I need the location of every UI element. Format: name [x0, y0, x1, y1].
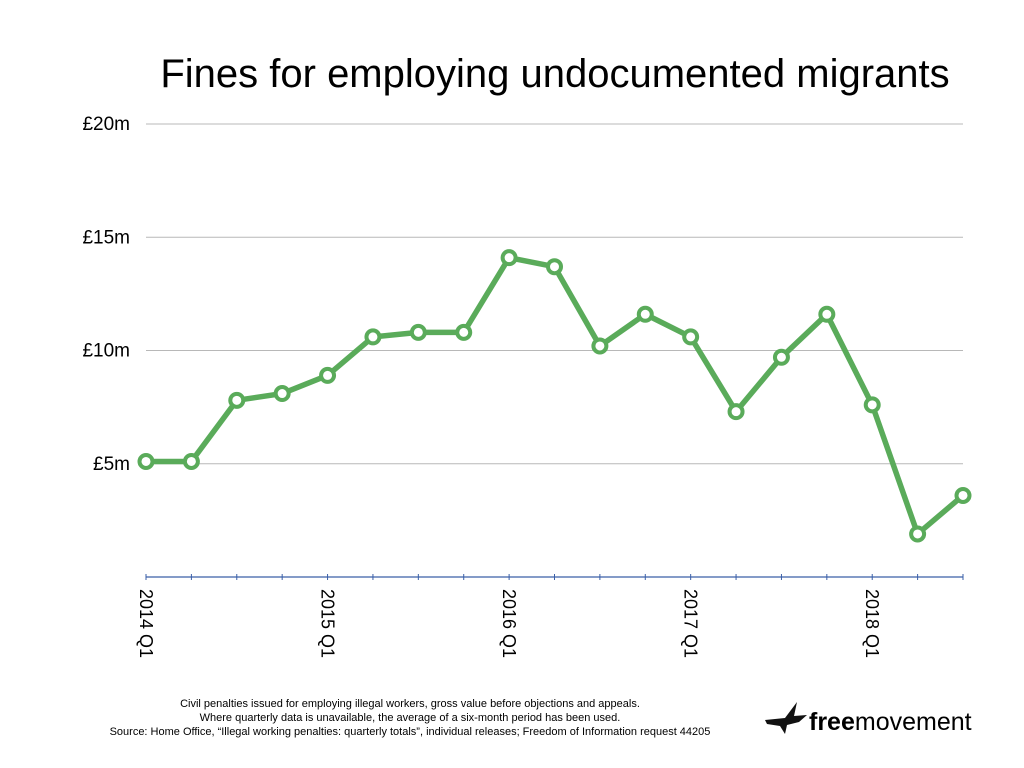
data-point: [364, 328, 382, 346]
x-tick-label: 2014 Q1: [136, 589, 156, 658]
data-point: [727, 403, 745, 421]
data-point: [137, 452, 155, 470]
data-point: [682, 328, 700, 346]
data-point: [909, 525, 927, 543]
data-point: [546, 258, 563, 276]
footnote-line-1: Civil penalties issued for employing ill…: [180, 698, 640, 710]
logo-bold-text: free: [809, 708, 855, 736]
y-tick-labels: £5m £10m £15m £20m: [82, 114, 130, 475]
x-tick-label: 2017 Q1: [681, 589, 701, 658]
data-point: [954, 486, 972, 504]
data-point: [772, 348, 790, 366]
x-tick-label: 2016 Q1: [499, 589, 519, 658]
y-tick-label: £10m: [82, 341, 130, 362]
data-point: [818, 305, 836, 323]
data-point: [273, 385, 291, 403]
data-point: [455, 323, 473, 341]
freemovement-logo: freemovement: [763, 698, 983, 742]
data-point: [228, 391, 246, 409]
logo-wordmark: freemovement: [809, 708, 972, 737]
bird-icon: [765, 702, 807, 734]
series-line: [143, 254, 966, 537]
y-tick-label: £20m: [82, 114, 130, 135]
footnote-source: Source: Home Office, “Illegal working pe…: [109, 726, 711, 738]
data-points: [137, 249, 972, 543]
chart-title: Fines for employing undocumented migrant…: [160, 52, 950, 96]
y-tick-label: £5m: [93, 454, 130, 475]
gridlines: [146, 123, 963, 465]
data-point: [409, 323, 427, 341]
data-point: [863, 396, 881, 414]
data-point: [182, 452, 200, 470]
data-point: [636, 305, 654, 323]
logo-regular-text: movement: [854, 708, 972, 736]
data-point: [500, 249, 518, 267]
y-tick-label: £15m: [82, 227, 130, 248]
x-tick-labels: 2014 Q1 2015 Q1 2016 Q1 2017 Q1 2018 Q1: [136, 589, 882, 658]
x-tick-label: 2018 Q1: [862, 589, 882, 658]
series-line-0: [143, 254, 966, 537]
x-tick-label: 2015 Q1: [318, 589, 338, 658]
footnote-line-2: Where quarterly data is unavailable, the…: [199, 712, 621, 724]
x-axis: [145, 574, 964, 580]
data-point: [591, 337, 609, 355]
footnote: Civil penalties issued for employing ill…: [60, 697, 760, 739]
data-point: [319, 366, 337, 384]
